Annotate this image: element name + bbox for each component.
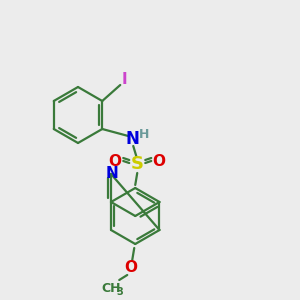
Text: 3: 3 (117, 287, 124, 297)
Text: I: I (122, 73, 127, 88)
Text: O: O (109, 154, 122, 169)
Text: H: H (139, 128, 149, 140)
Text: O: O (153, 154, 166, 169)
Text: O: O (125, 260, 138, 275)
Text: N: N (125, 130, 139, 148)
Text: S: S (131, 155, 144, 173)
Text: N: N (106, 167, 118, 182)
Text: CH: CH (101, 281, 121, 295)
